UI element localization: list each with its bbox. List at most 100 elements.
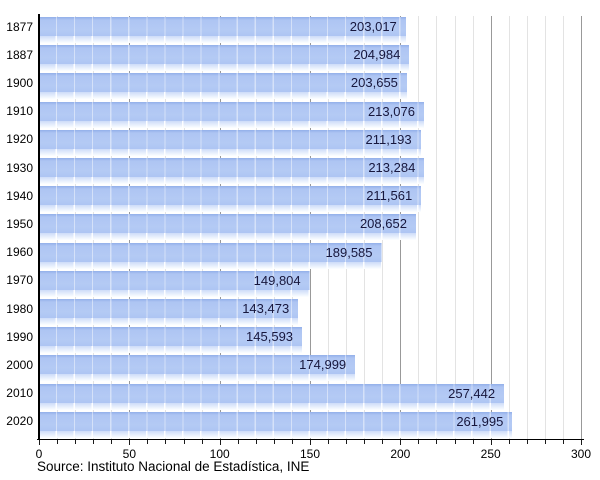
- x-axis-tick: [39, 440, 40, 446]
- bar-reflection: [39, 36, 406, 43]
- x-axis-tick: [75, 440, 77, 445]
- bar-value-label: 261,995: [456, 413, 504, 429]
- bar-value-label: 149,804: [253, 272, 301, 288]
- x-axis-tick: [490, 440, 492, 446]
- source-caption: Source: Instituto Nacional de Estadístic…: [37, 459, 310, 474]
- y-axis-label: 1950: [6, 216, 33, 231]
- minor-gridline: [562, 16, 564, 439]
- x-axis-line: [36, 438, 584, 441]
- bar: [39, 270, 310, 290]
- bar-reflection: [39, 177, 425, 184]
- y-axis-label: 1910: [6, 104, 33, 119]
- x-axis-tick-label: 50: [122, 447, 136, 461]
- x-axis-tick: [219, 440, 221, 446]
- x-axis-tick: [183, 440, 185, 445]
- major-gridline: [581, 16, 582, 439]
- x-axis-tick: [364, 440, 366, 445]
- x-axis-tick: [400, 440, 402, 446]
- bar-reflection: [39, 148, 421, 156]
- bar-value-label: 213,076: [367, 103, 415, 119]
- bar: [39, 45, 410, 65]
- bar-reflection: [39, 64, 410, 72]
- x-axis-tick: [472, 440, 474, 445]
- x-axis-tick: [581, 440, 582, 446]
- y-axis-label: 1970: [6, 273, 33, 288]
- bar: [39, 101, 424, 121]
- bar-value-label: 211,561: [366, 188, 413, 204]
- y-axis-label: 1920: [6, 132, 33, 147]
- x-axis-tick: [418, 440, 420, 445]
- bar-value-label: 189,585: [325, 244, 373, 260]
- minor-gridline: [454, 16, 456, 439]
- bar-value-label: 257,442: [448, 385, 496, 401]
- bar-reflection: [39, 289, 310, 297]
- y-axis-line: [38, 14, 40, 440]
- bar-value-label: 145,593: [246, 329, 294, 345]
- minor-gridline: [508, 16, 510, 439]
- bar-reflection: [39, 120, 424, 128]
- y-axis-label: 1960: [6, 245, 33, 260]
- bar-value-label: 174,999: [299, 357, 347, 373]
- y-axis-label: 2020: [6, 414, 33, 429]
- x-axis-tick-label: 100: [209, 447, 230, 461]
- bar-value-label: 203,655: [350, 75, 398, 91]
- bar-value-label: 211,193: [365, 131, 412, 147]
- bar: [39, 73, 407, 93]
- x-axis-tick: [147, 440, 149, 445]
- x-axis-tick-label: 250: [480, 447, 501, 461]
- bar-value-label: 203,017: [349, 19, 397, 34]
- x-axis-tick: [346, 440, 348, 445]
- bar-reflection: [39, 92, 407, 100]
- x-axis-tick: [436, 440, 438, 445]
- x-axis-tick-label: 300: [570, 447, 592, 461]
- y-axis-label: 1877: [6, 19, 33, 34]
- major-gridline: [490, 16, 492, 439]
- bar: [39, 411, 513, 431]
- bar: [39, 17, 406, 36]
- bar: [39, 383, 505, 403]
- bar: [39, 214, 416, 234]
- y-axis-label: 1887: [6, 47, 33, 62]
- minor-gridline: [418, 16, 420, 439]
- x-axis-tick: [454, 440, 456, 445]
- bar: [39, 242, 382, 262]
- bar-reflection: [39, 430, 513, 438]
- minor-gridline: [472, 16, 474, 439]
- minor-gridline: [436, 16, 438, 439]
- y-axis-label: 2000: [6, 357, 33, 372]
- bar: [39, 186, 422, 206]
- bar: [39, 129, 421, 149]
- x-axis-tick-label: 0: [35, 447, 43, 461]
- x-axis-tick-label: 150: [299, 447, 321, 461]
- x-axis-tick: [562, 440, 564, 445]
- x-axis-tick: [111, 440, 113, 445]
- bar-value-label: 213,284: [368, 160, 416, 175]
- x-axis-tick: [526, 440, 528, 445]
- x-axis-tick: [165, 440, 167, 445]
- x-axis-tick: [129, 440, 131, 446]
- bar-reflection: [39, 374, 356, 382]
- bar-reflection: [39, 233, 416, 241]
- x-axis-tick: [508, 440, 510, 445]
- bar-reflection: [39, 261, 382, 269]
- bar-value-label: 208,652: [359, 216, 407, 232]
- bar-reflection: [39, 346, 303, 354]
- y-axis-label: 1940: [6, 188, 33, 203]
- x-axis-tick-label: 200: [390, 447, 411, 461]
- y-axis-label: 1930: [6, 160, 33, 175]
- y-axis-label: 2010: [6, 386, 33, 401]
- x-axis-tick: [93, 440, 95, 445]
- y-axis-label: 1990: [6, 329, 33, 344]
- bar: [39, 299, 299, 318]
- minor-gridline: [544, 16, 546, 439]
- x-axis-tick: [328, 440, 330, 445]
- x-axis-tick: [201, 440, 203, 445]
- bar-value-label: 204,984: [353, 47, 401, 63]
- x-axis-tick: [57, 440, 59, 445]
- x-axis-tick: [273, 440, 275, 445]
- x-axis-tick: [255, 440, 257, 445]
- bar-value-label: 143,473: [242, 301, 290, 316]
- x-axis-tick: [544, 440, 546, 445]
